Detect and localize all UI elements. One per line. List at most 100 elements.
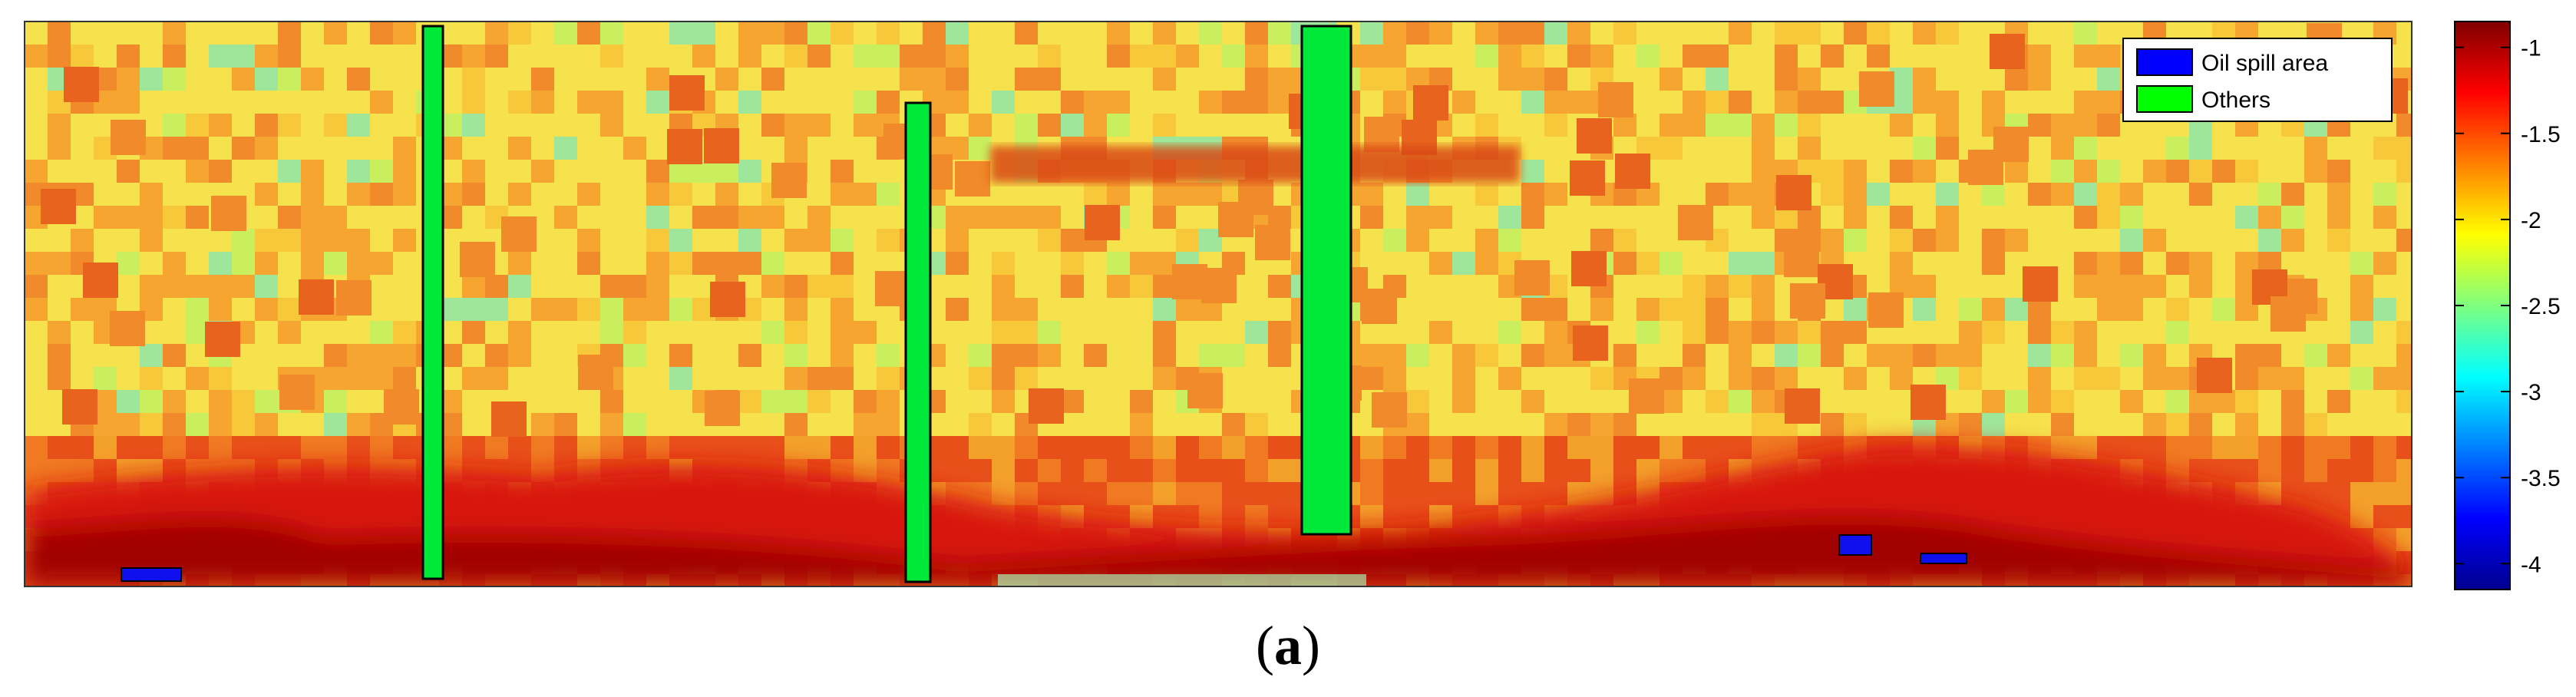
heatmap-cell bbox=[1821, 321, 1844, 344]
colorbar: -1 -1.5 -2 -2.5 -3 -3.5 -4 bbox=[2454, 21, 2561, 590]
heatmap-cell bbox=[1268, 459, 1291, 482]
heatmap-cell bbox=[1913, 229, 1936, 252]
heatmap-cell bbox=[1844, 229, 1867, 252]
heatmap-cell bbox=[485, 367, 508, 390]
heatmap-cell bbox=[301, 160, 324, 183]
heatmap-cell bbox=[992, 482, 1015, 505]
heatmap-cell bbox=[508, 183, 531, 206]
heatmap-cell bbox=[140, 367, 163, 390]
heatmap-cell bbox=[1130, 45, 1153, 68]
heatmap-cell bbox=[646, 229, 669, 252]
heatmap-cell bbox=[462, 183, 485, 206]
heatmap-cell bbox=[1498, 459, 1521, 482]
heatmap-cell bbox=[2051, 183, 2074, 206]
heatmap-cell bbox=[807, 206, 831, 229]
heatmap-cell bbox=[1130, 413, 1153, 436]
heatmap-cell bbox=[1038, 229, 1061, 252]
heatmap-cell bbox=[508, 21, 531, 45]
heatmap-cell bbox=[1176, 482, 1199, 505]
heatmap-cell bbox=[2281, 390, 2304, 413]
heatmap-cell bbox=[1268, 275, 1291, 298]
heatmap-cell bbox=[623, 344, 646, 367]
heatmap-cell bbox=[1153, 298, 1176, 321]
heatmap-cell bbox=[784, 137, 807, 160]
heatmap-cell bbox=[1613, 413, 1636, 436]
heatmap-cell bbox=[1683, 344, 1706, 367]
oil-spill-markers bbox=[121, 534, 1967, 582]
heatmap-cell bbox=[738, 206, 761, 229]
heatmap-cell bbox=[1153, 482, 1176, 505]
heatmap-cell bbox=[25, 459, 48, 482]
heatmap-cell bbox=[992, 436, 1015, 459]
heatmap-cell bbox=[462, 321, 485, 344]
heatmap-cell bbox=[301, 436, 324, 459]
heatmap-cell bbox=[807, 367, 831, 390]
heatmap-cell bbox=[1521, 45, 1544, 68]
heatmap-cell bbox=[1544, 68, 1567, 91]
heatmap-cell bbox=[1844, 206, 1867, 229]
heatmap-cell bbox=[2212, 298, 2235, 321]
heatmap-cell bbox=[1729, 321, 1752, 344]
horizontal-streak bbox=[990, 146, 1520, 183]
heatmap-cell bbox=[577, 229, 600, 252]
heatmap-cell bbox=[1867, 344, 1890, 367]
heatmap-cell bbox=[554, 413, 577, 436]
heatmap-cell bbox=[347, 114, 370, 137]
heatmap-cell bbox=[2373, 206, 2396, 229]
heatmap-cell bbox=[2166, 436, 2189, 459]
heatmap-cell bbox=[831, 275, 854, 298]
heatmap-cell bbox=[1821, 183, 1844, 206]
heatmap-cell bbox=[1752, 436, 1775, 459]
heatmap-cell bbox=[1222, 459, 1245, 482]
heatmap-cell bbox=[1153, 436, 1176, 459]
heatmap-cell bbox=[1683, 367, 1706, 390]
heatmap-cell bbox=[1406, 21, 1429, 45]
others-marker bbox=[421, 25, 444, 580]
heatmap-cell bbox=[2258, 206, 2281, 229]
heatmap-cell bbox=[2074, 252, 2097, 275]
heatmap-block bbox=[1238, 180, 1273, 215]
heatmap-cell bbox=[278, 21, 301, 45]
heatmap-cell bbox=[1729, 344, 1752, 367]
heatmap-cell bbox=[2396, 367, 2412, 390]
heatmap-cell bbox=[969, 206, 992, 229]
heatmap-cell bbox=[1590, 45, 1613, 68]
heatmap-cell bbox=[2189, 413, 2212, 436]
heatmap-cell bbox=[1383, 68, 1406, 91]
legend-label-others: Others bbox=[2201, 88, 2271, 113]
heatmap-cell bbox=[1683, 298, 1706, 321]
heatmap-cell bbox=[761, 275, 784, 298]
heatmap-cell bbox=[393, 367, 416, 390]
heatmap-cell bbox=[877, 91, 900, 114]
heatmap-cell bbox=[784, 390, 807, 413]
heatmap-cell bbox=[1245, 459, 1268, 482]
heatmap-cell bbox=[1176, 298, 1199, 321]
heatmap-cell bbox=[117, 390, 140, 413]
colorbar-tick-label: -3.5 bbox=[2521, 466, 2561, 491]
heatmap-cell bbox=[1752, 206, 1775, 229]
heatmap-cell bbox=[48, 459, 71, 482]
heatmap-cell bbox=[1015, 21, 1038, 45]
heatmap-cell bbox=[1798, 68, 1821, 91]
heatmap-cell bbox=[1821, 344, 1844, 367]
heatmap-cell bbox=[163, 436, 186, 459]
heatmap-cell bbox=[1544, 482, 1567, 505]
heatmap-cell bbox=[117, 45, 140, 68]
heatmap-cell bbox=[738, 390, 761, 413]
heatmap-cell bbox=[831, 298, 854, 321]
heatmap-cell bbox=[1752, 275, 1775, 298]
heatmap-cell bbox=[163, 137, 186, 160]
heatmap-cell bbox=[2304, 482, 2327, 505]
heatmap-cell bbox=[1015, 321, 1038, 344]
heatmap-cell bbox=[232, 252, 255, 275]
heatmap-cell bbox=[508, 137, 531, 160]
heatmap-cell bbox=[1752, 252, 1775, 275]
heatmap-cell bbox=[1153, 459, 1176, 482]
caption-letter: a bbox=[1274, 615, 1302, 676]
heatmap-cell bbox=[1706, 45, 1729, 68]
heatmap-cell bbox=[715, 183, 738, 206]
heatmap-cell bbox=[1613, 344, 1636, 367]
heatmap-cell bbox=[2028, 321, 2051, 344]
heatmap-cell bbox=[2281, 436, 2304, 459]
heatmap-cell bbox=[1038, 45, 1061, 68]
